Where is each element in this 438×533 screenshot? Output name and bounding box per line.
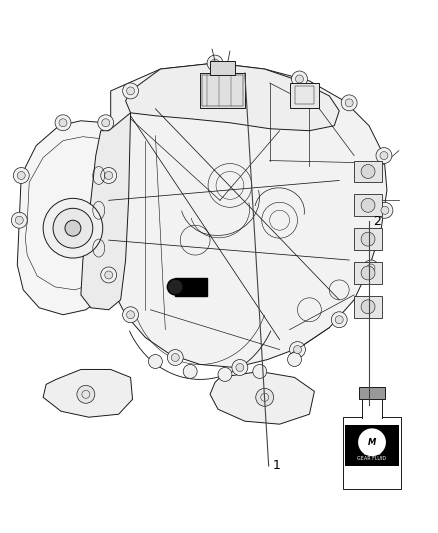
Bar <box>354 296 382 318</box>
Circle shape <box>102 119 110 127</box>
Circle shape <box>101 167 117 183</box>
Circle shape <box>148 354 162 368</box>
Circle shape <box>98 115 114 131</box>
Polygon shape <box>126 63 339 131</box>
Circle shape <box>288 352 301 367</box>
Bar <box>200 73 245 108</box>
Polygon shape <box>43 369 133 417</box>
Polygon shape <box>17 121 131 315</box>
Circle shape <box>292 71 307 87</box>
Circle shape <box>105 172 113 180</box>
Circle shape <box>341 95 357 111</box>
Circle shape <box>361 300 375 314</box>
Bar <box>354 160 382 182</box>
Polygon shape <box>106 63 387 367</box>
Bar <box>345 419 399 425</box>
Circle shape <box>236 364 244 372</box>
Text: M: M <box>368 438 376 447</box>
Circle shape <box>127 311 134 319</box>
Circle shape <box>377 203 393 218</box>
Text: 1: 1 <box>273 459 280 472</box>
Circle shape <box>361 232 375 246</box>
Circle shape <box>65 220 81 236</box>
Circle shape <box>105 271 113 279</box>
Circle shape <box>55 115 71 131</box>
Circle shape <box>358 429 386 456</box>
Bar <box>175 278 207 296</box>
Circle shape <box>345 99 353 107</box>
Circle shape <box>380 151 388 159</box>
Circle shape <box>381 206 389 214</box>
Bar <box>359 387 385 399</box>
Bar <box>210 61 235 75</box>
Circle shape <box>232 360 248 375</box>
Circle shape <box>59 119 67 127</box>
Circle shape <box>101 267 117 283</box>
Circle shape <box>335 316 343 324</box>
Circle shape <box>256 389 274 406</box>
Circle shape <box>77 385 95 403</box>
Circle shape <box>127 87 134 95</box>
Circle shape <box>207 55 223 71</box>
Bar <box>354 228 382 250</box>
Circle shape <box>123 307 138 322</box>
Circle shape <box>11 212 27 228</box>
Circle shape <box>53 208 93 248</box>
Circle shape <box>290 342 305 358</box>
Circle shape <box>167 279 183 295</box>
Polygon shape <box>210 372 314 424</box>
Circle shape <box>367 264 375 272</box>
Bar <box>345 423 399 466</box>
Bar <box>343 417 401 489</box>
Circle shape <box>296 75 304 83</box>
Bar <box>354 262 382 284</box>
Circle shape <box>293 345 301 353</box>
Bar <box>362 397 382 419</box>
Bar <box>290 83 319 108</box>
Circle shape <box>361 198 375 212</box>
Bar <box>202 75 243 106</box>
Circle shape <box>13 167 29 183</box>
Circle shape <box>211 59 219 67</box>
Circle shape <box>361 266 375 280</box>
Bar <box>354 195 382 216</box>
Circle shape <box>171 353 179 361</box>
Bar <box>294 86 314 104</box>
Circle shape <box>123 83 138 99</box>
Circle shape <box>363 260 379 276</box>
Circle shape <box>361 165 375 179</box>
Circle shape <box>17 172 25 180</box>
Text: 2: 2 <box>373 215 381 228</box>
Polygon shape <box>81 113 131 310</box>
Text: GEAR FLUID: GEAR FLUID <box>357 456 387 461</box>
Circle shape <box>253 365 267 378</box>
Circle shape <box>218 367 232 382</box>
Text: 75W-90: 75W-90 <box>363 451 381 456</box>
Circle shape <box>167 350 183 366</box>
Circle shape <box>331 312 347 328</box>
Circle shape <box>15 216 23 224</box>
Circle shape <box>43 198 103 258</box>
Circle shape <box>376 148 392 164</box>
Circle shape <box>183 365 197 378</box>
